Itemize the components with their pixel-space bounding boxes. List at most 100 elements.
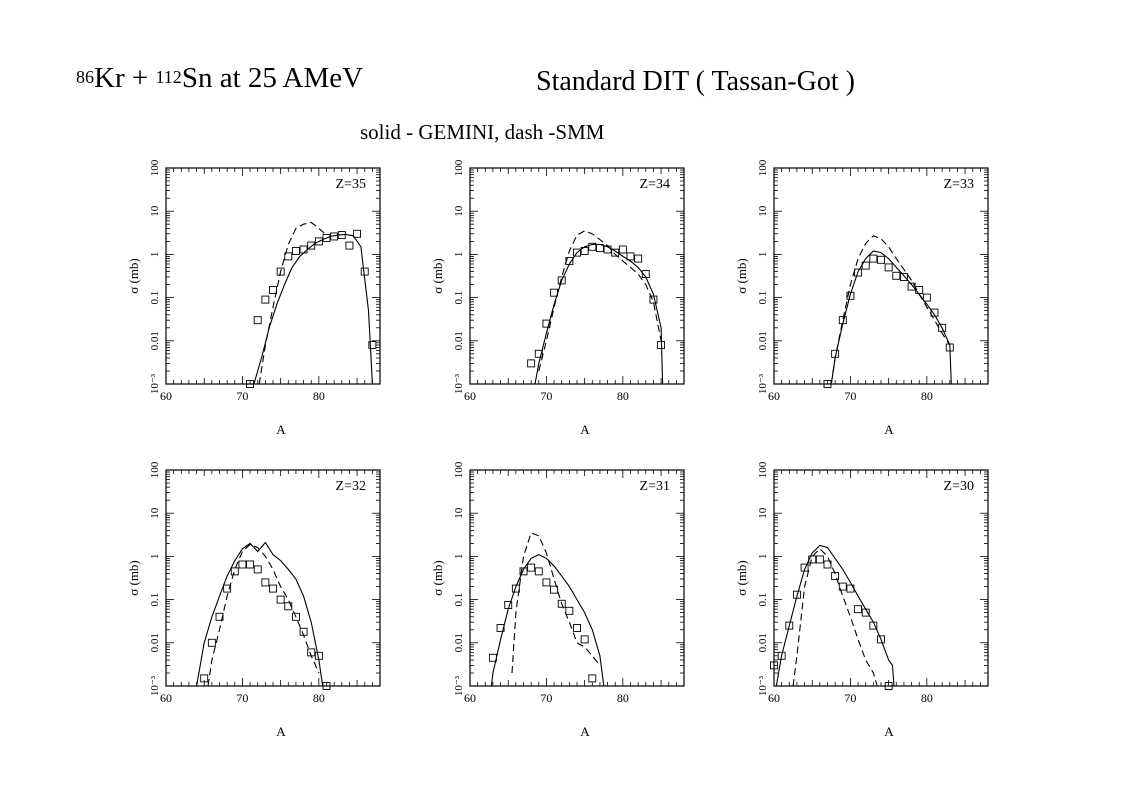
data-point — [565, 606, 574, 615]
data-point — [831, 349, 840, 358]
y-tick-label: 100 — [149, 461, 161, 478]
data-point — [892, 271, 901, 280]
plus-sign: + — [124, 62, 156, 94]
y-tick-label: 0.1 — [453, 593, 465, 607]
data-point — [641, 270, 650, 279]
data-point — [854, 268, 863, 277]
element-1: Kr — [94, 62, 125, 94]
x-tick-label: 70 — [540, 691, 552, 705]
y-tick-label: 100 — [149, 159, 161, 176]
data-point — [261, 295, 270, 304]
data-point — [360, 267, 369, 276]
data-points — [200, 560, 331, 690]
data-point — [253, 565, 262, 574]
y-tick-label: 100 — [453, 159, 465, 176]
data-point — [823, 380, 832, 388]
data-point — [557, 276, 566, 285]
x-tick-label: 80 — [617, 389, 629, 403]
data-point — [284, 252, 293, 261]
y-tick-label: 10 — [453, 205, 465, 217]
data-point — [938, 323, 947, 332]
data-point — [930, 308, 939, 317]
x-tick-label: 80 — [921, 389, 933, 403]
data-point — [299, 245, 308, 254]
data-point — [657, 341, 666, 349]
x-tick-label: 60 — [464, 389, 476, 403]
data-point — [253, 316, 262, 325]
y-tick-label: 0.01 — [757, 331, 769, 350]
data-point — [573, 248, 581, 257]
data-point — [276, 267, 285, 276]
data-point — [284, 602, 293, 611]
data-point — [353, 229, 362, 238]
panel-label: Z=35 — [336, 177, 366, 192]
data-point — [877, 255, 885, 264]
plot-frame — [165, 167, 381, 385]
data-point — [238, 560, 247, 569]
data-point — [792, 590, 801, 599]
plot-frame — [165, 469, 381, 687]
data-point — [580, 247, 589, 255]
data-point — [649, 295, 658, 304]
gemini-solid-curve — [253, 233, 373, 384]
y-tick-label: 0.01 — [149, 331, 161, 350]
y-tick-label: 10 — [149, 507, 161, 519]
data-point — [314, 651, 323, 660]
y-tick-label: 0.01 — [757, 633, 769, 652]
y-tick-label: 10 — [149, 205, 161, 217]
y-tick-label: 100 — [757, 159, 769, 176]
y-tick-label: 0.1 — [149, 593, 161, 607]
data-point — [368, 341, 377, 349]
tick-marks — [469, 469, 685, 687]
data-point — [846, 291, 855, 300]
x-tick-label: 70 — [236, 691, 248, 705]
data-points — [246, 229, 377, 388]
data-point — [307, 241, 316, 250]
plot-frame — [773, 167, 989, 385]
tick-marks — [165, 167, 381, 385]
data-point — [823, 560, 832, 569]
x-tick-label: 80 — [313, 691, 325, 705]
data-point — [907, 282, 916, 291]
beam-energy: at 25 AMeV — [212, 62, 364, 94]
x-tick-label: 70 — [844, 691, 856, 705]
data-point — [527, 563, 536, 572]
data-point — [504, 601, 513, 609]
y-tick-label: 0.01 — [453, 331, 465, 350]
y-tick-label: 1 — [453, 252, 465, 258]
y-axis-label: σ (mb) — [430, 560, 445, 596]
panel-5: 60 70 80 10⁻³ 0.01 0.1 1 10 100 Aσ (mb) Z=31 — [430, 461, 685, 739]
data-point — [861, 261, 870, 270]
x-tick-label: 60 — [160, 389, 172, 403]
y-tick-label: 0.01 — [149, 633, 161, 652]
data-point — [922, 293, 931, 302]
y-tick-label: 10⁻³ — [453, 675, 465, 696]
legend-caption: solid - GEMINI, dash -SMM — [360, 120, 605, 144]
data-point — [496, 624, 505, 632]
element-2: Sn — [181, 62, 213, 94]
data-point — [861, 608, 870, 617]
data-point — [314, 237, 323, 246]
data-point — [785, 621, 794, 630]
data-point — [307, 648, 316, 657]
data-point — [542, 319, 551, 328]
data-point — [511, 584, 520, 593]
chart-title: 86Kr + 112Sn at 25 AMeV — [76, 62, 363, 95]
data-point — [846, 584, 855, 593]
y-tick-label: 0.1 — [149, 291, 161, 305]
data-point — [884, 263, 893, 272]
data-point — [777, 651, 786, 660]
y-tick-label: 1 — [757, 252, 769, 258]
data-point — [246, 560, 255, 569]
data-point — [899, 273, 908, 281]
gemini-solid-curve — [534, 243, 664, 384]
x-axis-label: A — [580, 724, 590, 739]
data-point — [223, 584, 232, 593]
smm-dashed-curve — [792, 548, 878, 686]
data-point — [808, 555, 817, 564]
smm-dashed-curve — [538, 230, 662, 372]
data-point — [838, 582, 847, 591]
gemini-solid-curve — [490, 553, 605, 686]
data-point — [550, 288, 559, 297]
